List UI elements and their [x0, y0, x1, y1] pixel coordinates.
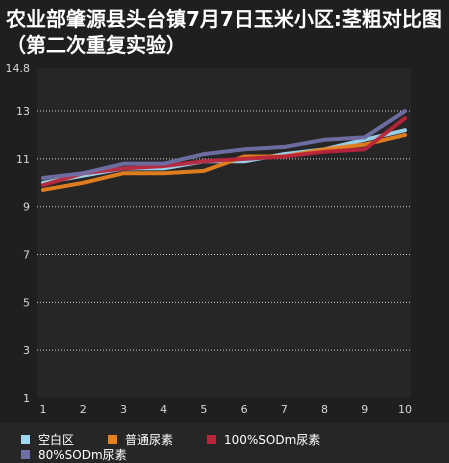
legend-swatch	[21, 450, 30, 459]
y-tick-label: 3	[23, 344, 30, 357]
x-tick-label: 2	[80, 403, 87, 416]
legend: 空白区 普通尿素 100%SODm尿素 80%SODm尿素	[0, 423, 449, 463]
series-line	[41, 116, 407, 188]
legend-label: 普通尿素	[125, 433, 174, 447]
legend-item: 空白区	[21, 431, 74, 448]
y-tick-label: 9	[23, 201, 30, 214]
x-tick-label: 10	[398, 403, 412, 416]
legend-swatch	[21, 435, 30, 444]
x-tick-label: 8	[321, 403, 328, 416]
x-tick-label: 4	[160, 403, 167, 416]
x-tick-label: 6	[241, 403, 248, 416]
legend-label: 80%SODm尿素	[38, 448, 127, 462]
x-tick-label: 7	[281, 403, 288, 416]
legend-label: 空白区	[38, 433, 75, 447]
x-tick-label: 3	[120, 403, 127, 416]
plot-area	[37, 68, 411, 398]
series-line	[41, 109, 407, 180]
y-tick-label: 5	[23, 296, 30, 309]
legend-item: 100%SODm尿素	[207, 431, 320, 448]
chart-title: 农业部肇源县头台镇7月7日玉米小区:茎粗对比图（第二次重复实验）	[6, 7, 442, 57]
legend-item: 80%SODm尿素	[21, 446, 127, 463]
y-tick-label: 13	[16, 105, 30, 118]
legend-label: 100%SODm尿素	[224, 433, 321, 447]
y-tick-label: 14.8	[6, 62, 31, 75]
legend-swatch	[207, 435, 216, 444]
series-line	[41, 132, 407, 192]
legend-item: 普通尿素	[108, 431, 173, 448]
series-lines	[41, 109, 407, 192]
y-tick-label: 1	[23, 392, 30, 405]
legend-swatch	[108, 435, 117, 444]
y-tick-label: 11	[16, 153, 30, 166]
x-tick-label: 1	[40, 403, 47, 416]
y-tick-label: 7	[23, 249, 30, 262]
x-tick-label: 9	[361, 403, 368, 416]
x-axis-ticks: 1 2 3 4 5 6 7 8 9 10	[40, 403, 413, 416]
x-tick-label: 5	[200, 403, 207, 416]
